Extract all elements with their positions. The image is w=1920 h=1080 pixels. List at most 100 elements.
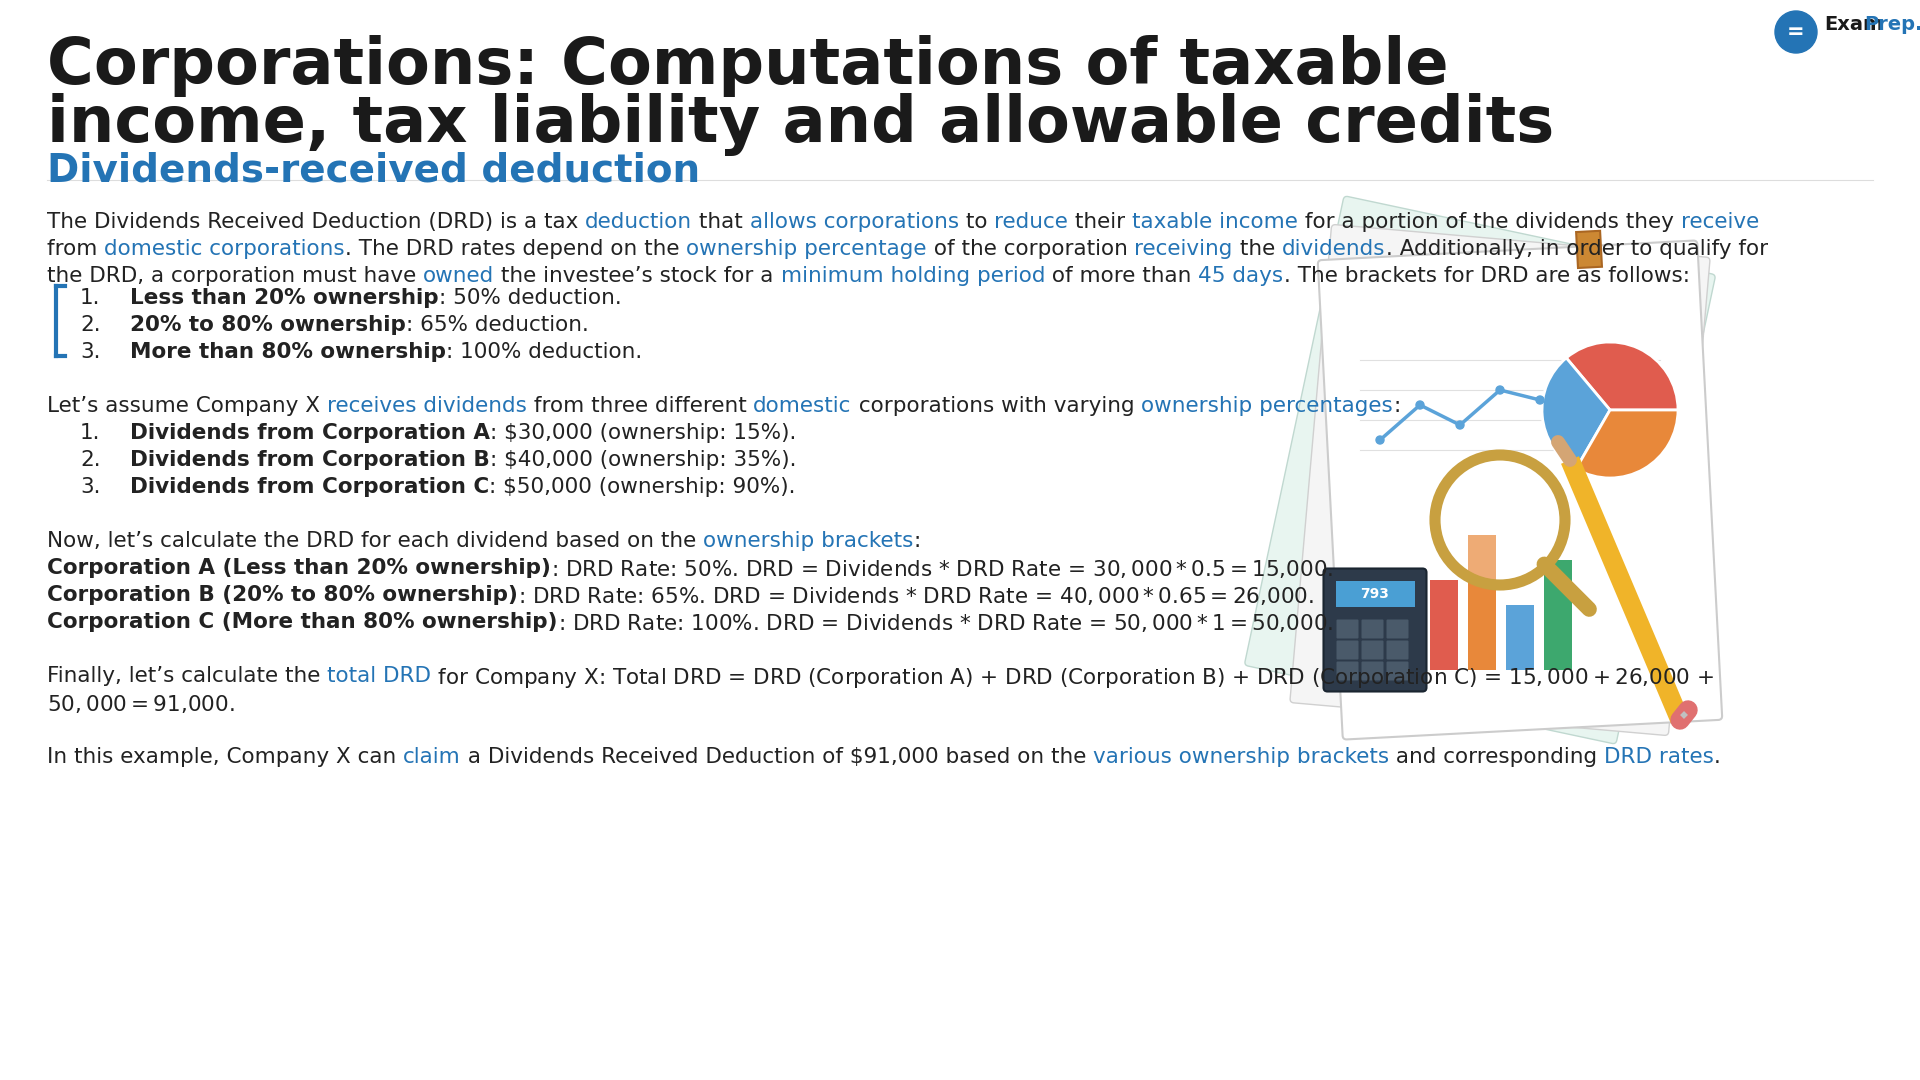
Text: of the corporation: of the corporation xyxy=(927,239,1135,259)
Text: Less than 20% ownership: Less than 20% ownership xyxy=(131,287,438,308)
Text: income, tax liability and allowable credits: income, tax liability and allowable cred… xyxy=(46,93,1555,156)
Text: 1.: 1. xyxy=(81,422,100,443)
Text: the DRD, a corporation must have: the DRD, a corporation must have xyxy=(46,266,422,286)
Bar xyxy=(1469,535,1496,670)
Text: for Company X: Total DRD = DRD (Corporation A) + DRD (Corporation B) + DRD (Corp: for Company X: Total DRD = DRD (Corporat… xyxy=(432,665,1715,690)
Text: In this example, Company X can: In this example, Company X can xyxy=(46,746,403,767)
Text: The Dividends Received Deduction (DRD) is a tax: The Dividends Received Deduction (DRD) i… xyxy=(46,212,586,232)
Text: Let’s assume Company X: Let’s assume Company X xyxy=(46,395,326,416)
Text: 793: 793 xyxy=(1361,586,1390,600)
Text: ownership brackets: ownership brackets xyxy=(703,530,914,551)
FancyBboxPatch shape xyxy=(1386,661,1409,680)
Text: 20% to 80% ownership: 20% to 80% ownership xyxy=(131,314,405,335)
Bar xyxy=(1336,581,1415,607)
Text: 3.: 3. xyxy=(81,341,100,362)
Text: owned: owned xyxy=(422,266,493,286)
Text: 3.: 3. xyxy=(81,476,100,497)
Text: that: that xyxy=(693,212,751,232)
FancyBboxPatch shape xyxy=(1290,225,1711,735)
Text: . The DRD rates depend on the: . The DRD rates depend on the xyxy=(346,239,685,259)
Text: allows corporations: allows corporations xyxy=(751,212,960,232)
Text: domestic corporations: domestic corporations xyxy=(104,239,346,259)
Text: of more than: of more than xyxy=(1044,266,1198,286)
Bar xyxy=(1544,561,1572,670)
FancyBboxPatch shape xyxy=(1317,241,1722,740)
Bar xyxy=(1430,580,1457,670)
Wedge shape xyxy=(1542,357,1611,469)
FancyBboxPatch shape xyxy=(1361,620,1384,638)
Text: to: to xyxy=(960,212,995,232)
Text: 45 days: 45 days xyxy=(1198,266,1283,286)
Text: corporations with varying: corporations with varying xyxy=(852,395,1140,416)
FancyBboxPatch shape xyxy=(1336,640,1359,660)
Text: for a portion of the dividends they: for a portion of the dividends they xyxy=(1298,212,1682,232)
Bar xyxy=(1505,605,1534,670)
Text: Corporation C (More than 80% ownership): Corporation C (More than 80% ownership) xyxy=(46,611,557,632)
Text: minimum holding period: minimum holding period xyxy=(781,266,1044,286)
Text: : 100% deduction.: : 100% deduction. xyxy=(445,341,643,362)
Text: ownership percentages: ownership percentages xyxy=(1140,395,1394,416)
Text: the investee’s stock for a: the investee’s stock for a xyxy=(493,266,781,286)
Text: Dividends from Corporation B: Dividends from Corporation B xyxy=(131,449,490,470)
Text: :: : xyxy=(1394,395,1400,416)
Text: various ownership brackets: various ownership brackets xyxy=(1092,746,1390,767)
Text: DRD rates: DRD rates xyxy=(1605,746,1715,767)
Text: total DRD: total DRD xyxy=(326,665,432,686)
Text: dividends: dividends xyxy=(1283,239,1386,259)
Text: Dividends-received deduction: Dividends-received deduction xyxy=(46,152,701,190)
Text: Corporation A (Less than 20% ownership): Corporation A (Less than 20% ownership) xyxy=(46,557,551,578)
Circle shape xyxy=(1455,421,1463,429)
Circle shape xyxy=(1774,11,1816,53)
Wedge shape xyxy=(1576,410,1678,478)
Text: taxable income: taxable income xyxy=(1133,212,1298,232)
Text: deduction: deduction xyxy=(586,212,693,232)
Text: their: their xyxy=(1068,212,1133,232)
Text: Dividends from Corporation C: Dividends from Corporation C xyxy=(131,476,490,497)
Wedge shape xyxy=(1567,342,1678,410)
Text: 1.: 1. xyxy=(81,287,100,308)
FancyBboxPatch shape xyxy=(1386,620,1409,638)
Text: reduce: reduce xyxy=(995,212,1068,232)
Text: : DRD Rate: 100%. DRD = Dividends * DRD Rate = $50,000 * 1 = $50,000.: : DRD Rate: 100%. DRD = Dividends * DRD … xyxy=(557,611,1332,634)
Text: Corporations: Computations of taxable: Corporations: Computations of taxable xyxy=(46,35,1448,97)
Text: claim: claim xyxy=(403,746,461,767)
Text: and corresponding: and corresponding xyxy=(1390,746,1605,767)
FancyBboxPatch shape xyxy=(1361,661,1384,680)
Circle shape xyxy=(1377,436,1384,444)
Circle shape xyxy=(1496,386,1503,394)
Text: : 65% deduction.: : 65% deduction. xyxy=(405,314,589,335)
Text: Finally, let’s calculate the: Finally, let’s calculate the xyxy=(46,665,326,686)
Text: domestic: domestic xyxy=(753,395,852,416)
Text: : 50% deduction.: : 50% deduction. xyxy=(438,287,622,308)
Text: from: from xyxy=(46,239,104,259)
Text: ownership percentage: ownership percentage xyxy=(685,239,927,259)
Text: Prep.ai: Prep.ai xyxy=(1864,15,1920,35)
Text: . Additionally, in order to qualify for: . Additionally, in order to qualify for xyxy=(1386,239,1768,259)
Circle shape xyxy=(1417,401,1425,409)
Text: a Dividends Received Deduction of $91,000 based on the: a Dividends Received Deduction of $91,00… xyxy=(461,746,1092,767)
FancyBboxPatch shape xyxy=(1323,568,1427,691)
Text: : $40,000 (ownership: 35%).: : $40,000 (ownership: 35%). xyxy=(490,449,797,470)
Text: Exam: Exam xyxy=(1824,15,1884,35)
Text: receive: receive xyxy=(1682,212,1759,232)
Text: 2.: 2. xyxy=(81,449,100,470)
Circle shape xyxy=(1536,396,1544,404)
Text: receiving: receiving xyxy=(1135,239,1233,259)
Text: : $30,000 (ownership: 15%).: : $30,000 (ownership: 15%). xyxy=(490,422,797,443)
FancyBboxPatch shape xyxy=(1386,640,1409,660)
Text: from three different: from three different xyxy=(526,395,753,416)
FancyBboxPatch shape xyxy=(1336,620,1359,638)
FancyBboxPatch shape xyxy=(1244,197,1715,743)
Text: More than 80% ownership: More than 80% ownership xyxy=(131,341,445,362)
Text: : DRD Rate: 65%. DRD = Dividends * DRD Rate = $40,000 * 0.65 = $26,000.: : DRD Rate: 65%. DRD = Dividends * DRD R… xyxy=(518,584,1313,607)
Text: =: = xyxy=(1788,22,1805,42)
Text: : DRD Rate: 50%. DRD = Dividends * DRD Rate = $30,000 * 0.5 = $15,000.: : DRD Rate: 50%. DRD = Dividends * DRD R… xyxy=(551,557,1332,580)
Text: receives dividends: receives dividends xyxy=(326,395,526,416)
Text: :: : xyxy=(914,530,922,551)
Bar xyxy=(1576,231,1601,268)
Circle shape xyxy=(1438,459,1561,581)
Text: : $50,000 (ownership: 90%).: : $50,000 (ownership: 90%). xyxy=(490,476,795,497)
Text: $50,000 = $91,000.: $50,000 = $91,000. xyxy=(46,692,234,715)
FancyBboxPatch shape xyxy=(1361,640,1384,660)
FancyBboxPatch shape xyxy=(1336,661,1359,680)
